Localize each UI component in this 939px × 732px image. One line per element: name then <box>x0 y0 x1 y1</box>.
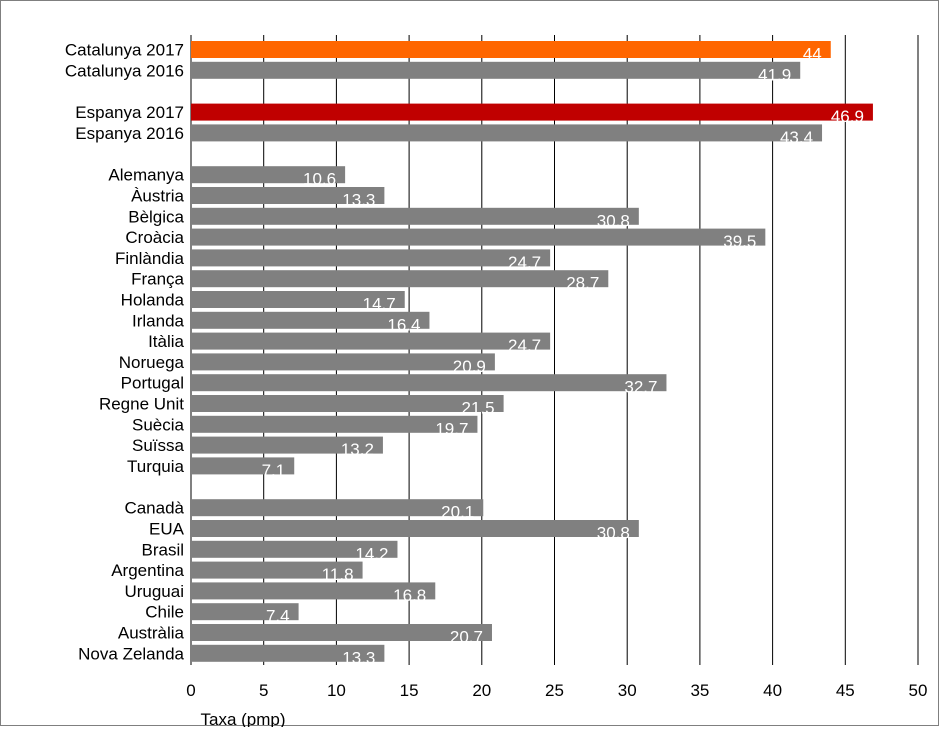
data-label: 39.5 <box>723 232 756 251</box>
data-label: 13.3 <box>342 648 375 667</box>
x-tick-label: 50 <box>909 681 928 700</box>
x-tick-label: 20 <box>472 681 491 700</box>
category-label: Espanya 2016 <box>75 124 184 143</box>
data-label: 43.4 <box>780 128 813 147</box>
data-label: 19.7 <box>435 419 468 438</box>
bar-argentina <box>191 561 363 579</box>
bar-catalunya-2017 <box>191 41 831 58</box>
data-label: 16.8 <box>393 586 426 605</box>
category-label: Portugal <box>121 374 184 393</box>
category-label: Holanda <box>121 291 185 310</box>
category-label: Regne Unit <box>99 395 184 414</box>
x-tick-label: 25 <box>545 681 564 700</box>
category-label: Canadà <box>124 499 184 518</box>
data-label: 21.5 <box>462 399 495 418</box>
bar-italia <box>191 332 551 350</box>
bar-espanya-2017 <box>191 103 873 121</box>
x-tick-label: 35 <box>690 681 709 700</box>
category-label: Brasil <box>141 540 184 559</box>
bar-australia <box>191 624 492 641</box>
data-label: 20.1 <box>441 503 474 522</box>
bar-austria <box>191 187 385 204</box>
category-label: Finlàndia <box>115 249 185 268</box>
bar-portugal <box>191 374 667 392</box>
category-label: Noruega <box>119 353 185 372</box>
category-label: Argentina <box>111 561 184 580</box>
data-label: 30.8 <box>597 211 630 230</box>
x-tick-label: 15 <box>400 681 419 700</box>
category-label: Suïssa <box>132 436 185 455</box>
category-label: Nova Zelanda <box>78 644 184 663</box>
category-label: Catalunya 2016 <box>65 61 184 80</box>
data-label: 30.8 <box>597 524 630 543</box>
category-label: Itàlia <box>148 332 184 351</box>
data-label: 24.7 <box>508 253 541 272</box>
bar-belgica <box>191 207 639 225</box>
data-label: 28.7 <box>566 274 599 293</box>
bar-noruega <box>191 353 495 371</box>
bar-irlanda <box>191 311 430 329</box>
category-label: Catalunya 2017 <box>65 41 184 60</box>
x-tick-label: 40 <box>763 681 782 700</box>
data-label: 13.3 <box>342 191 375 210</box>
bar-brasil <box>191 540 398 558</box>
category-label: EUA <box>149 520 185 539</box>
data-label: 16.4 <box>387 315 420 334</box>
bar-chile <box>191 603 299 621</box>
data-label: 10.6 <box>303 170 336 189</box>
bar-alemanya <box>191 166 346 184</box>
category-label: Bèlgica <box>128 207 184 226</box>
x-tick-label: 5 <box>259 681 268 700</box>
x-tick-label: 45 <box>836 681 855 700</box>
category-label: Alemanya <box>108 166 184 185</box>
category-label: Espanya 2017 <box>75 103 184 122</box>
bar-eua <box>191 520 639 537</box>
data-label: 7.1 <box>262 461 286 480</box>
bar-suecia <box>191 415 478 433</box>
data-label: 20.9 <box>453 357 486 376</box>
x-axis-ticks: 0 5 10 15 20 25 30 35 40 45 50 <box>186 681 927 700</box>
category-label: Croàcia <box>125 228 184 247</box>
x-tick-label: 30 <box>618 681 637 700</box>
bar-nova-zelanda <box>191 644 385 662</box>
data-label: 20.7 <box>450 628 483 647</box>
data-label: 14.2 <box>355 544 388 563</box>
data-labels: 44 41.9 46.9 43.4 10.6 13.3 30.8 39.5 24.7 28.7 14… <box>262 45 864 668</box>
bar-catalunya-2016 <box>191 61 801 79</box>
bar-uruguai <box>191 582 436 600</box>
bar-croacia <box>191 228 766 246</box>
data-label: 14.7 <box>363 295 396 314</box>
data-label: 46.9 <box>831 107 864 126</box>
bar-franca <box>191 270 609 288</box>
data-label: 13.2 <box>341 440 374 459</box>
bar-turquia <box>191 457 295 475</box>
x-axis-title: Taxa (pmp) <box>200 710 285 727</box>
category-label: Irlanda <box>132 311 185 330</box>
bar-regne-unit <box>191 395 504 412</box>
bars <box>191 41 873 662</box>
category-label: Suècia <box>132 415 185 434</box>
category-label: França <box>131 270 184 289</box>
data-label: 44 <box>803 45 822 64</box>
bar-holanda <box>191 291 405 308</box>
data-label: 7.4 <box>266 607 290 626</box>
category-label: Turquia <box>127 457 185 476</box>
bar-canada <box>191 499 484 517</box>
data-label: 32.7 <box>624 378 657 397</box>
data-label: 11.8 <box>322 565 354 584</box>
data-label: 24.7 <box>508 336 541 355</box>
bar-finlandia <box>191 249 551 267</box>
category-label: Chile <box>145 603 184 622</box>
category-label: Austràlia <box>118 624 185 643</box>
bar-espanya-2016 <box>191 124 823 142</box>
category-label: Uruguai <box>124 582 184 601</box>
x-tick-label: 10 <box>327 681 346 700</box>
x-tick-label: 0 <box>186 681 195 700</box>
category-label: Àustria <box>131 187 184 206</box>
data-label: 41.9 <box>758 65 791 84</box>
bar-suissa <box>191 436 383 454</box>
